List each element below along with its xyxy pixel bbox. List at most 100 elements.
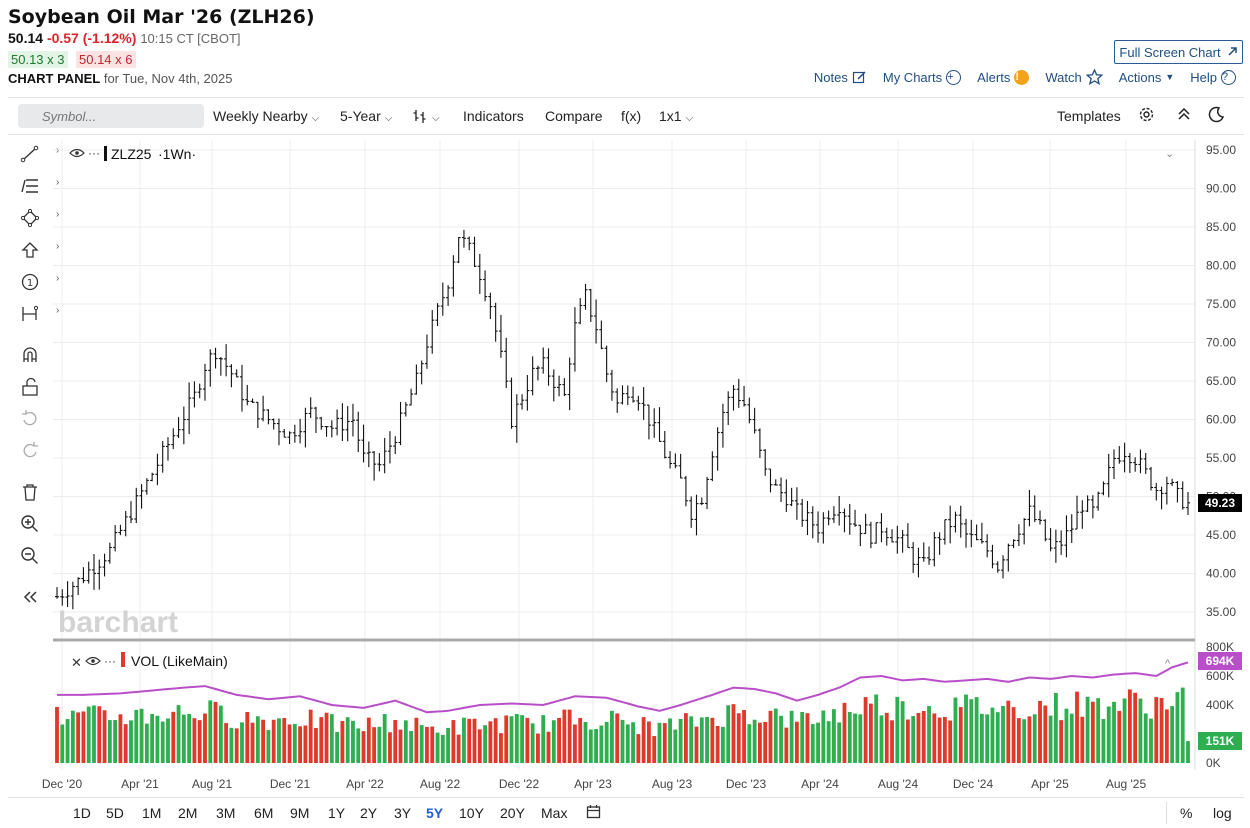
log-scale-toggle[interactable]: log — [1213, 805, 1232, 821]
fib-tool[interactable]: › — [20, 175, 59, 197]
date-picker-button[interactable] — [586, 804, 601, 822]
more-options-icon[interactable]: ··· — [104, 654, 116, 668]
ohlc-bar — [1069, 514, 1074, 544]
arrow-tool[interactable]: › — [20, 239, 59, 261]
range-2m[interactable]: 2M — [178, 805, 198, 821]
full-screen-chart-button[interactable]: Full Screen Chart — [1114, 40, 1243, 64]
range-5y[interactable]: 5Y — [426, 805, 444, 821]
volume-bar — [218, 705, 223, 763]
collapse-button[interactable] — [1176, 106, 1192, 125]
magnet-tool[interactable] — [20, 344, 44, 366]
fx-button[interactable]: f(x) — [621, 108, 642, 124]
shapes-tool[interactable]: › — [20, 207, 59, 229]
volume-bar — [879, 715, 884, 763]
range-3y[interactable]: 3Y — [394, 805, 412, 821]
range-2y[interactable]: 2Y — [360, 805, 378, 821]
external-link-icon — [1228, 47, 1237, 56]
range-1d[interactable]: 1D — [73, 805, 91, 821]
chart-type-dropdown[interactable]: ⌵ — [412, 108, 440, 124]
my-charts-link[interactable]: My Charts + — [883, 69, 962, 85]
volume-bar — [858, 714, 863, 763]
actions-menu[interactable]: Actions ▼ — [1119, 70, 1175, 85]
volume-bar — [245, 711, 250, 763]
volume-axis: 800K 600K 400K 0K — [1206, 640, 1234, 770]
volume-bar — [610, 710, 614, 763]
eye-icon[interactable] — [69, 148, 85, 158]
alerts-link[interactable]: Alerts! — [977, 69, 1030, 85]
redo-button[interactable] — [20, 440, 44, 462]
ohlc-bar — [113, 524, 118, 552]
ohlc-bar — [118, 524, 123, 536]
range-max[interactable]: Max — [541, 805, 568, 821]
zoom-in-button[interactable] — [20, 513, 44, 535]
volume-bar — [1096, 698, 1101, 763]
range-label: 5-Year — [340, 108, 381, 124]
ohlc-bar — [461, 229, 466, 248]
volume-bar — [435, 732, 440, 763]
range-dropdown[interactable]: 5-Year ⌵ — [340, 108, 392, 124]
watch-link[interactable]: Watch — [1045, 69, 1103, 85]
ohlc-bar — [757, 428, 762, 458]
annotation-tool[interactable]: 1 › — [20, 271, 59, 293]
volume-bar — [97, 706, 102, 763]
ohlc-bar — [858, 524, 863, 547]
fibonacci-icon — [21, 179, 38, 193]
volume-bar — [758, 722, 762, 763]
volume-bar — [594, 729, 598, 763]
notes-link[interactable]: Notes — [814, 70, 867, 85]
volume-bar — [752, 719, 757, 763]
range-1m[interactable]: 1M — [142, 805, 162, 821]
volume-bar — [573, 724, 577, 763]
ohlc-bar — [419, 360, 424, 385]
symbol-search-input[interactable] — [18, 104, 204, 128]
range-1y[interactable]: 1Y — [328, 805, 346, 821]
percent-scale-toggle[interactable]: % — [1180, 805, 1193, 821]
volume-bar — [324, 712, 329, 763]
templates-button[interactable]: Templates — [1057, 108, 1121, 124]
indicators-button[interactable]: Indicators — [463, 108, 524, 124]
ohlc-bar — [974, 524, 979, 541]
compare-button[interactable]: Compare — [545, 108, 603, 124]
measure-tool[interactable]: › — [20, 303, 59, 325]
collapse-sidebar-button[interactable] — [20, 586, 44, 608]
time-tick-label: Aug '21 — [192, 777, 233, 791]
volume-bar — [895, 696, 900, 763]
range-10y[interactable]: 10Y — [459, 805, 484, 821]
range-3m[interactable]: 3M — [216, 805, 236, 821]
chevron-up-icon[interactable]: ^ — [1165, 658, 1171, 670]
ohlc-bar — [393, 436, 398, 455]
more-options-icon[interactable]: ··· — [88, 146, 100, 160]
ohlc-bar — [97, 559, 102, 590]
ohlc-bar — [699, 497, 704, 506]
lock-tool[interactable] — [20, 376, 44, 398]
ohlc-bar — [990, 544, 995, 569]
layout-dropdown[interactable]: 1x1 ⌵ — [659, 108, 693, 124]
ohlc-bar — [261, 395, 266, 422]
ohlc-bar — [361, 424, 366, 463]
period-dropdown[interactable]: Weekly Nearby ⌵ — [213, 108, 319, 124]
volume-bar — [705, 717, 709, 763]
ohlc-bar — [736, 378, 741, 408]
volume-bar — [1064, 708, 1069, 763]
eye-icon[interactable] — [85, 656, 101, 666]
chevron-down-icon[interactable]: ⌄ — [1165, 148, 1174, 160]
quote-time: 10:15 CT [CBOT] — [140, 31, 241, 46]
price-chart[interactable]: barchart 95.00 90.00 85.00 80.00 75.00 70.00 6… — [0, 0, 1250, 797]
range-5d[interactable]: 5D — [106, 805, 124, 821]
undo-button[interactable] — [20, 408, 44, 430]
ohlc-bar — [948, 505, 953, 544]
volume-bar — [1138, 698, 1143, 763]
volume-bar — [361, 731, 366, 763]
theme-toggle[interactable] — [1208, 106, 1225, 126]
help-link[interactable]: Help? — [1190, 69, 1236, 85]
ohlc-bar — [789, 487, 794, 507]
range-9m[interactable]: 9M — [290, 805, 310, 821]
range-20y[interactable]: 20Y — [500, 805, 525, 821]
close-icon[interactable]: ✕ — [71, 655, 82, 670]
settings-button[interactable] — [1138, 106, 1155, 126]
ohlc-bar — [942, 519, 947, 545]
volume-bars — [55, 687, 1190, 763]
delete-drawings-button[interactable] — [20, 481, 44, 503]
range-6m[interactable]: 6M — [254, 805, 274, 821]
zoom-out-button[interactable] — [20, 545, 44, 567]
